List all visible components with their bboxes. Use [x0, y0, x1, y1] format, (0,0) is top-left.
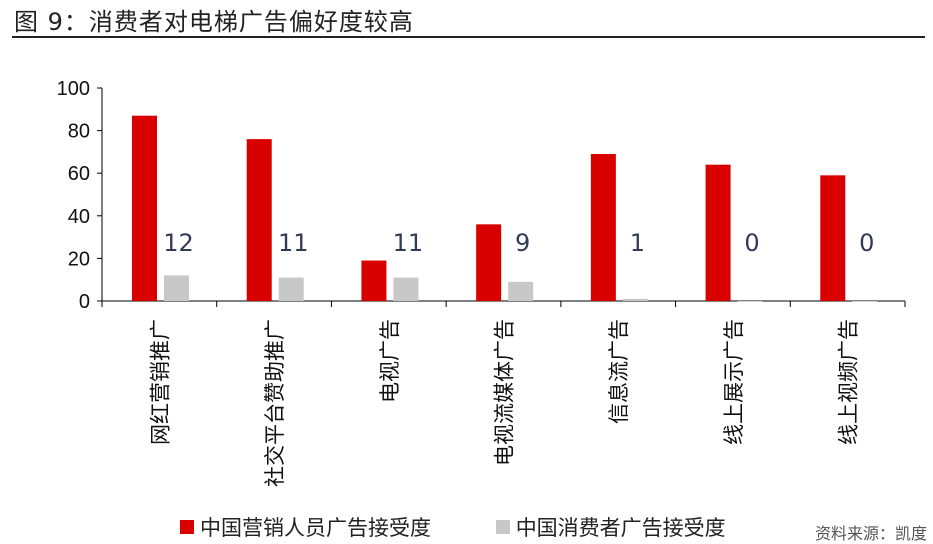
- source-note: 资料来源：凯度: [815, 524, 928, 543]
- data-label: 11: [278, 229, 309, 257]
- bar-marketers: [246, 139, 272, 301]
- y-tick-label: 40: [68, 206, 90, 228]
- bar-marketers: [590, 154, 616, 301]
- chart-legend: 中国营销人员广告接受度 中国消费者广告接受度: [180, 512, 784, 542]
- bar-consumers: [622, 298, 648, 301]
- data-label: 1: [630, 229, 645, 257]
- bar-consumers: [737, 301, 763, 302]
- bar-marketers: [820, 175, 846, 301]
- data-label: 11: [393, 229, 424, 257]
- y-tick-label: 0: [79, 291, 90, 313]
- data-label: 0: [859, 229, 874, 257]
- bar-marketers: [132, 115, 157, 301]
- data-label: 0: [744, 229, 759, 257]
- x-category-label: 电视流媒体广告: [493, 319, 517, 466]
- x-category-label: 社交平台赞助推广: [263, 319, 287, 487]
- bar-marketers: [705, 164, 731, 301]
- y-tick-label: 80: [68, 121, 90, 143]
- legend-label-consumers: 中国消费者广告接受度: [515, 516, 726, 540]
- x-category-label: 网红营销推广: [148, 319, 172, 445]
- bar-consumers: [164, 275, 189, 301]
- legend-swatch-gray: [495, 520, 510, 534]
- bar-consumers: [278, 277, 304, 301]
- bar-consumers: [852, 301, 878, 302]
- bar-consumers: [393, 277, 419, 301]
- y-tick-label: 20: [68, 248, 90, 270]
- legend-item-consumers: 中国消费者广告接受度: [495, 512, 726, 542]
- y-tick-label: 60: [68, 163, 90, 185]
- x-category-label: 信息流广告: [607, 319, 631, 424]
- bar-consumers: [508, 281, 534, 301]
- x-category-label: 电视广告: [378, 319, 402, 403]
- legend-swatch-red: [180, 520, 194, 534]
- bar-marketers: [476, 224, 502, 301]
- x-category-label: 线上视频广告: [837, 319, 861, 445]
- data-label: 12: [163, 229, 194, 257]
- data-label: 9: [515, 229, 530, 257]
- legend-item-marketers: 中国营销人员广告接受度: [180, 512, 431, 542]
- bar-marketers: [361, 260, 387, 301]
- y-tick-label: 100: [57, 78, 90, 100]
- figure-title: 图 9：消费者对电梯广告偏好度较高: [14, 8, 414, 36]
- legend-label-marketers: 中国营销人员广告接受度: [200, 516, 431, 540]
- x-category-label: 线上展示广告: [722, 319, 746, 445]
- title-divider: [12, 36, 925, 38]
